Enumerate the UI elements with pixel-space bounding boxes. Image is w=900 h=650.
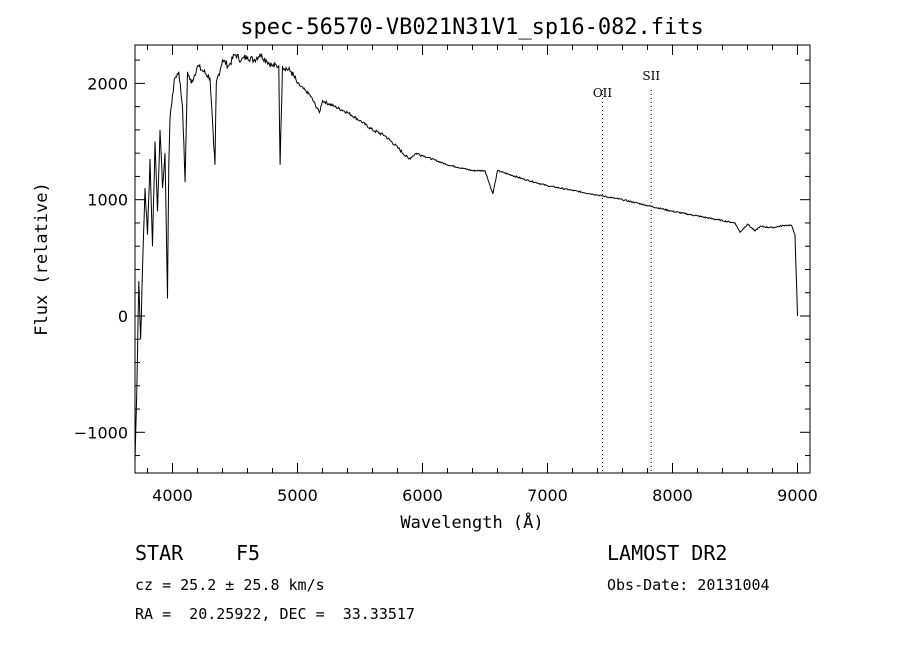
x-tick-label: 5000 [277,486,318,505]
x-tick-label: 4000 [152,486,193,505]
line-markers: OII SII [593,69,660,473]
spectral-subclass: F5 [236,541,261,565]
marker-label: SII [642,69,660,83]
chart-title: spec-56570-VB021N31V1_sp16-082.fits [240,15,704,40]
plot-frame [134,44,811,474]
spectrum-line [134,52,798,462]
object-type: STAR [135,541,184,565]
x-tick-label: 8000 [652,486,693,505]
coordinates: RA = 20.25922, DEC = 33.33517 [135,605,415,623]
y-tick-label: 1000 [87,191,128,210]
marker-label: OII [593,86,613,100]
y-axis-label: Flux (relative) [32,182,52,336]
y-tick-label: −1000 [74,423,128,442]
observation-date: Obs-Date: 20131004 [607,576,770,594]
x-tick-label: 7000 [527,486,568,505]
x-tick-label: 9000 [777,486,818,505]
survey-name: LAMOST DR2 [607,541,728,565]
axis-ticks [135,45,810,473]
x-tick-labels: 4000 5000 6000 7000 8000 9000 [152,486,818,505]
y-tick-label: 2000 [87,74,128,93]
y-tick-label: 0 [118,307,128,326]
x-tick-label: 6000 [402,486,443,505]
redshift-velocity: cz = 25.2 ± 25.8 km/s [135,576,325,594]
y-tick-labels: −1000 0 1000 2000 [74,74,128,442]
x-axis-label: Wavelength (Å) [400,511,543,533]
